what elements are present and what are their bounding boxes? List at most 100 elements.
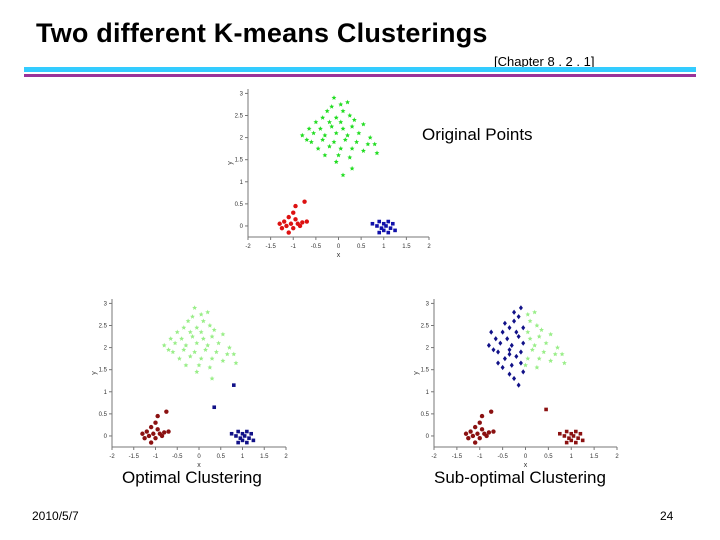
- data-point: [172, 340, 178, 346]
- data-point: [279, 225, 285, 231]
- y-tick-label: 0.5: [421, 412, 430, 418]
- data-point: [507, 351, 512, 357]
- data-point: [516, 333, 521, 340]
- data-point: [555, 345, 560, 350]
- y-tick-label: 0: [240, 224, 244, 230]
- x-axis-label: x: [524, 462, 528, 469]
- data-point: [302, 199, 307, 204]
- data-point: [308, 139, 314, 145]
- data-point: [322, 132, 328, 138]
- data-point: [502, 320, 507, 326]
- data-point: [198, 356, 204, 361]
- y-axis-label: y: [91, 371, 98, 375]
- data-point: [564, 429, 569, 434]
- data-point: [498, 340, 503, 346]
- x-tick-label: 0: [197, 454, 201, 460]
- data-point: [315, 146, 321, 151]
- data-point: [190, 314, 195, 319]
- data-point: [203, 347, 208, 352]
- x-tick-label: -1.5: [452, 454, 463, 460]
- data-point: [518, 360, 523, 366]
- data-point: [569, 431, 574, 436]
- y-tick-label: 2.5: [421, 324, 430, 330]
- data-point: [342, 137, 348, 142]
- data-point: [205, 309, 211, 315]
- data-point: [304, 137, 310, 142]
- data-point: [512, 318, 517, 324]
- data-point: [336, 152, 341, 158]
- data-point: [327, 119, 332, 125]
- data-point: [509, 362, 514, 368]
- x-tick-label: 1.5: [260, 454, 269, 460]
- data-point: [161, 342, 167, 348]
- data-point: [486, 430, 492, 435]
- x-tick-label: -1: [477, 454, 483, 460]
- x-tick-label: 0.5: [544, 454, 553, 460]
- data-point: [541, 349, 547, 355]
- data-point: [367, 135, 373, 140]
- data-point: [284, 223, 289, 229]
- data-point: [345, 99, 350, 105]
- data-point: [240, 438, 245, 443]
- data-point: [576, 436, 580, 440]
- data-point: [153, 435, 158, 441]
- footer-date: 2010/5/7: [32, 509, 79, 523]
- data-point: [340, 108, 346, 114]
- data-point: [317, 126, 323, 131]
- data-point: [521, 369, 526, 375]
- sub-optimal-clustering-plot: -2 -1.5 -1 -0.5 0 0.5 1 1.5 2 0 0.5 1 1.5 2 2.5 3 x y: [413, 299, 619, 469]
- data-point: [311, 130, 317, 136]
- data-point: [333, 130, 339, 136]
- data-point: [360, 121, 366, 127]
- data-point: [282, 219, 287, 224]
- data-point: [251, 438, 256, 443]
- data-point: [360, 148, 366, 153]
- data-point: [209, 334, 215, 339]
- data-point: [463, 431, 469, 436]
- y-tick-label: 1: [426, 390, 430, 396]
- original-points-plot: -2 -1.5 -1 -0.5 0 0.5 1 1.5 2 0 0.5 1 1.5 2 2.5 3 x y: [227, 89, 431, 259]
- data-point: [472, 424, 478, 430]
- x-tick-label: -1: [153, 454, 159, 460]
- data-point: [220, 331, 226, 337]
- data-point: [518, 305, 523, 311]
- data-point: [534, 322, 540, 328]
- data-point: [534, 364, 540, 370]
- data-point: [304, 219, 310, 224]
- data-point: [340, 126, 346, 131]
- x-tick-label: 0.5: [357, 244, 366, 250]
- y-tick-label: 1.5: [99, 368, 108, 374]
- data-point: [212, 405, 217, 410]
- data-point: [536, 334, 542, 339]
- data-point: [370, 221, 375, 226]
- data-point: [164, 409, 169, 414]
- data-point: [324, 108, 330, 114]
- data-point: [477, 420, 482, 425]
- data-point: [386, 219, 391, 224]
- data-point: [375, 224, 379, 228]
- data-point: [477, 435, 482, 441]
- data-point: [347, 112, 353, 118]
- data-point: [548, 331, 554, 337]
- data-point: [162, 430, 167, 435]
- data-point: [521, 340, 526, 346]
- data-point: [543, 340, 549, 346]
- data-point: [194, 325, 200, 330]
- chapter-reference: [Chapter 8 . 2 . 1]: [494, 54, 595, 69]
- data-point: [155, 413, 160, 419]
- data-point: [347, 154, 353, 160]
- y-tick-label: 0: [104, 434, 108, 440]
- data-point: [388, 226, 393, 230]
- data-point: [493, 336, 498, 342]
- data-point: [209, 375, 215, 381]
- data-point: [386, 230, 391, 235]
- data-point: [479, 413, 485, 419]
- data-point: [192, 349, 198, 355]
- data-point: [198, 311, 204, 317]
- data-point: [286, 214, 291, 220]
- data-point: [320, 137, 326, 142]
- x-tick-label: 2: [284, 454, 288, 460]
- data-point: [564, 440, 569, 445]
- data-point: [227, 345, 232, 350]
- data-point: [374, 150, 380, 156]
